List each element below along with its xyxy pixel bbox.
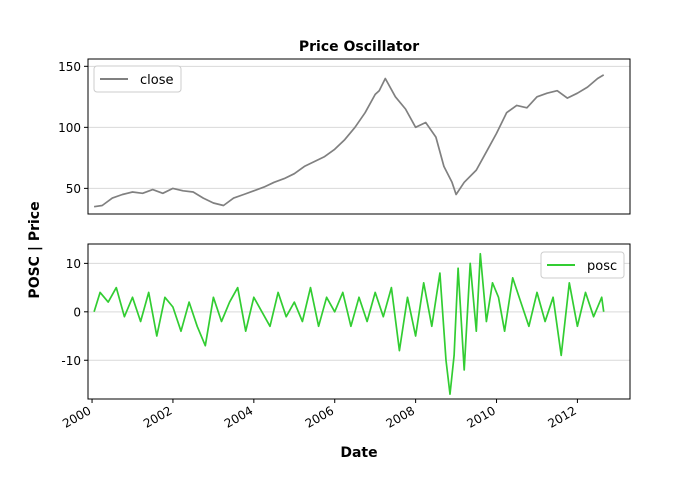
y-axis-label: POSC | Price [27, 201, 43, 298]
y-tick-label: 10 [66, 257, 81, 271]
price-panel: Price Oscillator 50 100 150 close [58, 39, 631, 215]
y-tick-label: -10 [61, 354, 81, 368]
oscillator-axes-frame [87, 243, 631, 400]
x-tick-label: 2000 [60, 403, 93, 430]
y-tick-label: 100 [58, 121, 81, 135]
series-line-posc [93, 252, 605, 396]
price-legend: close [93, 65, 182, 93]
x-tick-label: 2006 [303, 403, 336, 430]
price-y-ticks: 50 100 150 [58, 60, 88, 196]
y-tick-label: 0 [73, 305, 81, 319]
legend-box [93, 65, 182, 93]
legend-box [540, 251, 625, 279]
price-axes-frame [87, 58, 631, 215]
series-line-close [93, 74, 605, 208]
oscillator-grid [88, 262, 630, 361]
legend-label-posc: posc [587, 259, 617, 274]
oscillator-series [93, 252, 605, 396]
chart-title: Price Oscillator [299, 39, 419, 55]
x-tick-label: 2010 [465, 403, 498, 430]
x-tick-label: 2012 [545, 403, 578, 430]
x-tick-label: 2004 [222, 403, 255, 430]
y-tick-label: 50 [66, 182, 81, 196]
legend-label-close: close [140, 73, 173, 88]
x-axis-label: Date [340, 445, 377, 461]
oscillator-legend: posc [540, 251, 625, 279]
date-x-ticks: 2000 2002 2004 2006 2008 2010 2012 [60, 399, 579, 431]
x-tick-label: 2002 [141, 403, 174, 430]
y-tick-label: 150 [58, 60, 81, 74]
x-tick-label: 2008 [384, 403, 417, 430]
oscillator-y-ticks: -10 0 10 [61, 257, 88, 368]
price-series [93, 74, 605, 208]
oscillator-panel: -10 0 10 2000 2002 2004 2006 2008 2010 2012 posc… [60, 243, 631, 461]
